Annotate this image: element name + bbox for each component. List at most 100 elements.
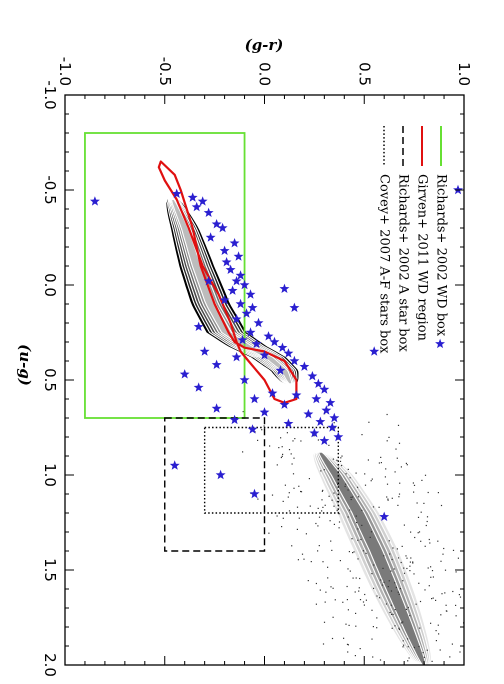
- star-point: [321, 405, 332, 415]
- field-point: [355, 472, 357, 474]
- field-point: [426, 649, 428, 651]
- field-point: [380, 579, 382, 581]
- field-point: [418, 531, 421, 533]
- field-point: [461, 677, 462, 678]
- selection-regions: [84, 132, 340, 552]
- star-point: [283, 418, 294, 428]
- field-point: [394, 609, 396, 611]
- field-point: [348, 551, 350, 553]
- field-point: [391, 497, 393, 499]
- field-point: [317, 439, 319, 441]
- field-point: [321, 499, 323, 501]
- field-point: [345, 623, 347, 625]
- field-point: [388, 540, 390, 542]
- field-point: [365, 552, 367, 554]
- field-point: [389, 611, 391, 614]
- field-point: [471, 644, 472, 645]
- field-point: [495, 667, 496, 668]
- field-point: [403, 567, 405, 569]
- field-point: [351, 496, 354, 498]
- field-point: [398, 493, 401, 495]
- field-point: [384, 476, 386, 478]
- field-point: [322, 489, 324, 491]
- field-point: [372, 506, 375, 508]
- legend: Richards+ 2002 WD box Girven+ 2011 WD reg…: [377, 126, 449, 354]
- star-point: [219, 245, 230, 255]
- field-point: [325, 591, 327, 593]
- field-point: [427, 491, 429, 494]
- field-point: [443, 547, 445, 550]
- field-point: [385, 603, 387, 605]
- star-point: [217, 222, 228, 233]
- field-point: [354, 655, 356, 657]
- field-point: [355, 577, 357, 579]
- field-point: [386, 496, 388, 498]
- field-point: [331, 549, 333, 551]
- field-point: [371, 609, 373, 611]
- field-point: [418, 582, 420, 584]
- field-point: [324, 504, 326, 506]
- star-point: [235, 270, 246, 280]
- field-point: [430, 576, 432, 578]
- field-point: [332, 616, 334, 618]
- star-point: [289, 355, 300, 366]
- field-point: [386, 440, 388, 442]
- field-point: [347, 644, 349, 646]
- field-point: [318, 516, 321, 518]
- field-point: [371, 573, 373, 575]
- field-point: [466, 645, 467, 646]
- field-point: [405, 555, 407, 557]
- field-point: [345, 483, 347, 485]
- star-point: [241, 308, 252, 318]
- field-point: [396, 457, 398, 459]
- field-point: [406, 567, 408, 570]
- field-point: [402, 646, 404, 648]
- field-point: [287, 496, 289, 498]
- field-point: [322, 506, 324, 508]
- star-point: [263, 331, 274, 341]
- field-point: [412, 561, 414, 563]
- star-point: [171, 188, 182, 198]
- field-point: [257, 498, 259, 500]
- star-point: [179, 369, 190, 379]
- field-point: [417, 516, 420, 518]
- field-point: [455, 604, 457, 606]
- star-point: [219, 295, 230, 305]
- star-point: [283, 348, 294, 358]
- star-markers: [90, 184, 463, 521]
- x-axis-label: (u-g): [16, 344, 34, 386]
- field-point: [321, 510, 323, 512]
- field-point: [476, 584, 477, 585]
- field-point: [336, 509, 338, 512]
- field-point: [437, 624, 439, 626]
- field-point: [376, 595, 378, 597]
- field-point: [329, 520, 331, 522]
- density-contours: [166, 198, 432, 665]
- field-point: [454, 671, 455, 672]
- field-point: [395, 448, 397, 450]
- x-tick-label: 0.0: [41, 273, 59, 297]
- star-point: [197, 196, 208, 206]
- field-point: [300, 440, 302, 442]
- star-point: [251, 338, 262, 349]
- field-point: [441, 593, 443, 595]
- field-point: [341, 464, 343, 467]
- field-point: [376, 617, 378, 619]
- field-point: [301, 553, 304, 555]
- star-point: [259, 407, 270, 417]
- field-point: [359, 577, 361, 580]
- legend-label-2: Girven+ 2011 WD region: [415, 174, 430, 342]
- field-point: [315, 603, 317, 605]
- field-point: [373, 564, 375, 566]
- field-point: [398, 628, 400, 630]
- field-point: [378, 462, 380, 464]
- ms-contour-level-5: [317, 451, 427, 665]
- field-point: [452, 590, 454, 593]
- field-point: [458, 594, 460, 596]
- field-point: [359, 648, 361, 650]
- field-point: [361, 524, 363, 526]
- field-point: [355, 625, 357, 627]
- field-point: [330, 586, 332, 588]
- star-point: [247, 302, 258, 312]
- field-point: [467, 621, 468, 622]
